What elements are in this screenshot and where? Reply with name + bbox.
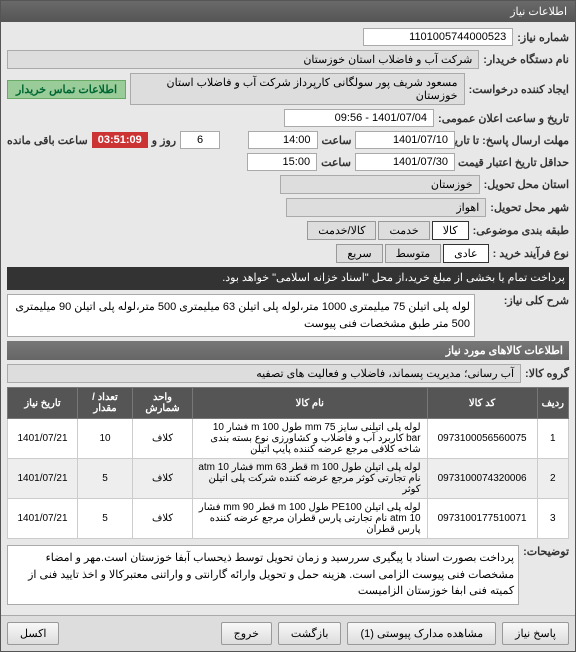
cell-n: 2 [537,459,568,499]
cell-n: 3 [537,499,568,539]
packaging-label: طبقه بندی موضوعی: [473,224,569,237]
process-opt-2[interactable]: سریع [336,244,382,263]
province-value: خوزستان [280,175,480,194]
group-label: گروه کالا: [525,367,569,380]
col-unit: واحد شمارش [133,388,193,419]
announce-label: تاریخ و ساعت اعلان عمومی: [438,112,569,125]
window-titlebar: اطلاعات نیاز [1,1,575,22]
group-value: آب رسانی؛ مدیریت پسماند، فاضلاب و فعالیت… [7,364,521,383]
org-value: شرکت آب و فاضلاب استان خوزستان [7,50,479,69]
packaging-opt-0[interactable]: کالا [432,221,469,240]
cell-unit: کلاف [133,419,193,459]
notes-text: پرداخت بصورت اسناد با پیگیری سررسید و زم… [7,545,519,605]
deadline-date: 1401/07/10 [355,131,455,149]
province-label: استان محل تحویل: [484,178,569,191]
payment-notice: پرداخت تمام یا بخشی از مبلغ خرید،از محل … [7,267,569,290]
cell-n: 1 [537,419,568,459]
validity-date: 1401/07/30 [355,153,455,171]
city-value: اهواز [286,198,486,217]
days-remaining: 6 [180,131,220,149]
process-opt-0[interactable]: عادی [443,244,488,263]
deadline-time: 14:00 [248,131,318,149]
city-label: شهر محل تحویل: [490,201,569,214]
col-date: تاریخ نیاز [8,388,78,419]
creator-label: ایجاد کننده درخواست: [469,83,569,96]
validity-label: حداقل تاریخ اعتبار قیمت تا تاریخ: [459,156,569,169]
cell-unit: کلاف [133,459,193,499]
need-no-label: شماره نیاز: [517,31,569,44]
col-code: کد کالا [427,388,537,419]
packaging-opt-1[interactable]: خدمت [378,221,429,240]
reply-button[interactable]: پاسخ نیاز [502,622,569,645]
packaging-radio-group: کالا خدمت کالا/خدمت [307,221,468,240]
need-no-value: 1101005744000523 [363,28,513,46]
exit-button[interactable]: خروج [221,622,272,645]
countdown-timer: 03:51:09 [92,132,148,148]
table-row[interactable]: 30973100177510071لوله پلی اتیلن PE100 طو… [8,499,569,539]
cell-code: 0973100056560075 [427,419,537,459]
time-label-1: ساعت [322,134,352,147]
cell-date: 1401/07/21 [8,499,78,539]
description-text: لوله پلی اتیلن 75 میلیمتری 1000 متر،لوله… [7,294,475,337]
items-table: ردیف کد کالا نام کالا واحد شمارش تعداد /… [7,387,569,539]
process-opt-1[interactable]: متوسط [385,244,442,263]
attachments-button[interactable]: مشاهده مدارک پیوستی (1) [347,622,496,645]
col-row: ردیف [537,388,568,419]
cell-qty: 5 [78,499,133,539]
cell-name: لوله پلی اتیلنی سایز 75 mm طول 100 m فشا… [193,419,428,459]
table-row[interactable]: 10973100056560075لوله پلی اتیلنی سایز 75… [8,419,569,459]
back-button[interactable]: بازگشت [278,622,342,645]
contact-info-button[interactable]: اطلاعات تماس خریدار [7,80,126,99]
cell-code: 0973100177510071 [427,499,537,539]
cell-name: لوله پلی اتیلن PE100 طول 100 m قطر 90 mm… [193,499,428,539]
desc-header: شرح کلی نیاز: [479,294,569,307]
process-radio-group: عادی متوسط سریع [336,244,488,263]
packaging-opt-2[interactable]: کالا/خدمت [307,221,376,240]
deadline-label: مهلت ارسال پاسخ: تا تاریخ: [459,134,569,147]
cell-qty: 10 [78,419,133,459]
cell-date: 1401/07/21 [8,419,78,459]
process-label: نوع فرآیند خرید : [493,247,569,260]
remain-label: ساعت باقی مانده [7,134,88,147]
items-section-header: اطلاعات کالاهای مورد نیاز [7,341,569,360]
day-and-label: روز و [152,134,176,147]
notes-label: توضیحات: [523,545,569,558]
col-name: نام کالا [193,388,428,419]
time-label-2: ساعت [321,156,351,169]
creator-value: مسعود شریف پور سولگانی کارپرداز شرکت آب … [130,73,465,105]
validity-time: 15:00 [247,153,317,171]
col-qty: تعداد / مقدار [78,388,133,419]
cell-qty: 5 [78,459,133,499]
excel-button[interactable]: اکسل [7,622,59,645]
table-row[interactable]: 20973100074320006لوله پلی اتیلن طول 100 … [8,459,569,499]
cell-code: 0973100074320006 [427,459,537,499]
cell-name: لوله پلی اتیلن طول 100 m قطر 63 mm فشار … [193,459,428,499]
announce-value: 1401/07/04 - 09:56 [284,109,434,127]
org-label: نام دستگاه خریدار: [483,53,569,66]
cell-date: 1401/07/21 [8,459,78,499]
cell-unit: کلاف [133,499,193,539]
